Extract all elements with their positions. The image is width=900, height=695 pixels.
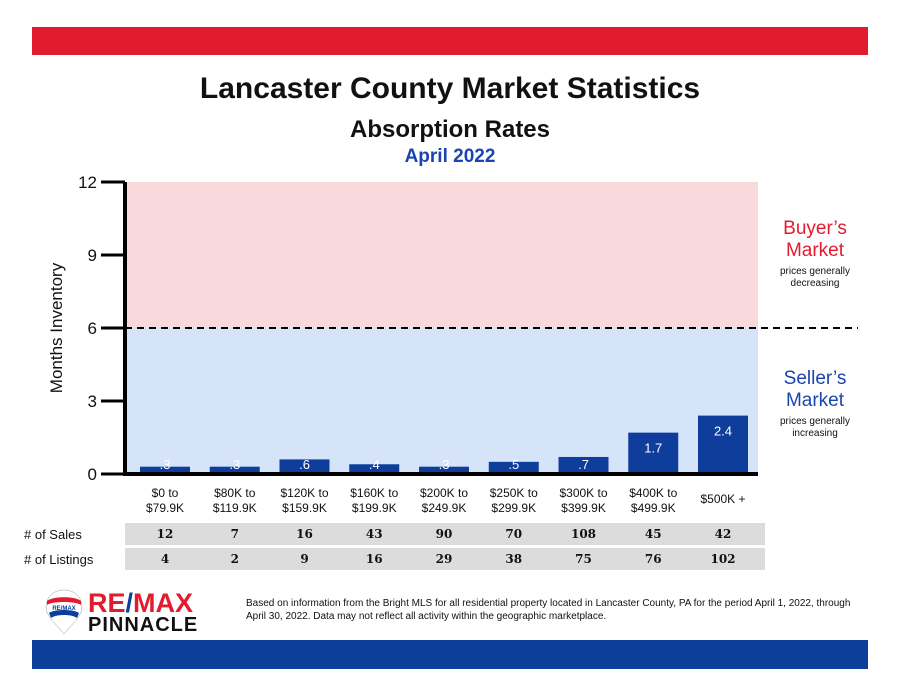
y-tick-label-0: 0 — [88, 465, 97, 484]
balloon-icon: RE/MAX — [45, 589, 83, 635]
category-label-3-0: $160K to — [350, 486, 398, 500]
bar-1 — [209, 466, 260, 474]
bar-label-2: .6 — [299, 457, 310, 472]
footnote: Based on information from the Bright MLS… — [246, 598, 851, 622]
bottom-blue-bar — [32, 640, 868, 669]
sales-cell-0: 12 — [156, 527, 174, 541]
listings-cell-2: 9 — [300, 552, 309, 566]
chart-title: Lancaster County Market Statistics — [199, 72, 701, 105]
category-label-7-0: $400K to — [629, 486, 677, 500]
bar-6 — [558, 456, 609, 474]
bar-7 — [628, 432, 679, 474]
buyers-market-title: Buyer’s Market — [783, 218, 847, 261]
listings-cell-3: 16 — [365, 552, 383, 566]
listings-row-label: # of Listings — [24, 552, 94, 567]
y-tick-label-4: 12 — [78, 173, 97, 192]
bar-label-1: .3 — [229, 457, 240, 472]
category-label-6-0: $300K to — [559, 486, 607, 500]
sales-row: 12 7 16 43 90 70 108 45 42 — [125, 523, 765, 545]
category-label-5-1: $299.9K — [491, 501, 536, 515]
category-label-1-1: $119.9K — [213, 501, 257, 515]
bar-label-3: .4 — [369, 457, 380, 472]
absorption-chart: .3$0 to$79.9K.3$80K to$119.9K.6$120K to$… — [47, 173, 858, 515]
sales-cell-5: 70 — [505, 527, 523, 541]
category-label-2-1: $159.9K — [282, 501, 327, 515]
bar-label-0: .3 — [160, 457, 171, 472]
listings-cell-0: 4 — [160, 552, 170, 566]
y-tick-label-1: 3 — [88, 392, 97, 411]
category-label-7-1: $499.9K — [631, 501, 676, 515]
sales-cell-3: 43 — [365, 527, 383, 541]
sellers-market-note: prices generally increasing — [779, 416, 851, 439]
sales-cell-6: 108 — [570, 527, 597, 541]
bar-3 — [349, 464, 400, 474]
logo-remax-text: RE/MAX — [88, 588, 194, 618]
category-label-3-1: $199.9K — [352, 501, 397, 515]
listings-row: 4 2 9 16 29 38 75 76 102 — [125, 548, 765, 570]
listings-cell-1: 2 — [230, 552, 239, 566]
category-label-6-1: $399.9K — [561, 501, 606, 515]
bar-label-6: .7 — [578, 457, 589, 472]
bar-label-7: 1.7 — [644, 441, 662, 456]
y-tick-label-2: 6 — [88, 319, 97, 338]
category-label-8-0: $500K + — [700, 492, 745, 506]
bar-label-4: .3 — [439, 457, 450, 472]
listings-cell-5: 38 — [505, 552, 523, 566]
listings-cell-4: 29 — [435, 552, 453, 566]
bar-5 — [488, 461, 539, 474]
y-axis-label: Months Inventory — [47, 262, 66, 393]
listings-cell-8: 102 — [710, 552, 736, 566]
top-red-bar — [32, 27, 868, 55]
sales-cell-1: 7 — [230, 527, 239, 541]
bar-4 — [419, 466, 469, 474]
buyers-market-note: prices generally decreasing — [779, 266, 851, 289]
remax-logo: RE/MAX RE/MAX PINNACLE — [44, 588, 214, 636]
y-tick-label-3: 9 — [88, 246, 97, 265]
category-label-2-0: $120K to — [280, 486, 328, 500]
bar-label-8: 2.4 — [714, 424, 732, 439]
bar-8 — [698, 415, 748, 474]
sales-cell-7: 45 — [644, 527, 662, 541]
sales-cell-4: 90 — [435, 527, 453, 541]
logo-pinnacle-text: PINNACLE — [88, 614, 199, 636]
category-label-1-0: $80K to — [214, 486, 256, 500]
sales-cell-2: 16 — [296, 527, 313, 541]
category-label-0-1: $79.9K — [146, 501, 184, 515]
bar-label-5: .5 — [508, 457, 519, 472]
listings-cell-6: 75 — [575, 552, 592, 566]
bar-0 — [140, 466, 190, 474]
logo-badge-text: RE/MAX — [52, 606, 75, 612]
buyers-market-zone — [125, 182, 758, 328]
chart-period: April 2022 — [404, 146, 496, 167]
category-label-4-0: $200K to — [420, 486, 468, 500]
chart-subtitle: Absorption Rates — [349, 116, 550, 143]
sales-cell-8: 42 — [714, 527, 732, 541]
sellers-market-title: Seller’s Market — [783, 368, 847, 411]
category-label-0-0: $0 to — [152, 486, 179, 500]
listings-cell-7: 76 — [644, 552, 662, 566]
category-label-5-0: $250K to — [490, 486, 538, 500]
bar-2 — [279, 459, 330, 474]
category-label-4-1: $249.9K — [422, 501, 467, 515]
sales-row-label: # of Sales — [24, 527, 82, 542]
